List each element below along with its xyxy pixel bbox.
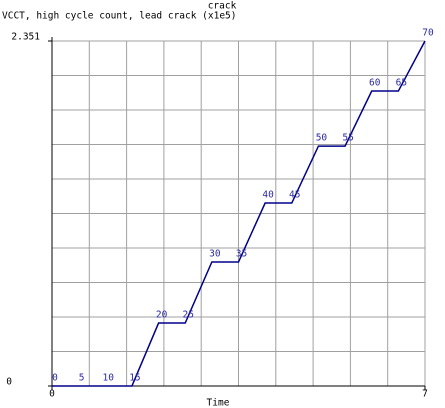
- y-axis-label: VCCT, high cycle count, lead crack (x1e5…: [2, 11, 237, 22]
- point-label: 40: [262, 190, 274, 201]
- point-label: 10: [103, 373, 115, 384]
- y-tick-label: 2.351: [11, 32, 40, 43]
- point-label: 70: [422, 28, 434, 39]
- x-tick-label: 0: [49, 389, 55, 400]
- point-label: 65: [396, 78, 407, 89]
- point-label: 5: [79, 373, 85, 384]
- point-label: 25: [182, 310, 193, 321]
- point-label: 15: [129, 373, 140, 384]
- point-label: 35: [236, 248, 247, 259]
- data-line: [52, 40, 426, 387]
- point-label: 0: [52, 373, 58, 384]
- point-label: 30: [209, 248, 221, 259]
- point-label: 50: [316, 133, 328, 144]
- chart-title: crack: [208, 1, 237, 12]
- point-label: 60: [369, 78, 381, 89]
- point-label: 20: [156, 310, 168, 321]
- x-axis-label: Time: [207, 398, 230, 408]
- x-tick-label: 7: [422, 389, 428, 400]
- y-tick-label: 0: [6, 377, 12, 388]
- point-label: 45: [289, 190, 300, 201]
- point-label: 55: [342, 133, 353, 144]
